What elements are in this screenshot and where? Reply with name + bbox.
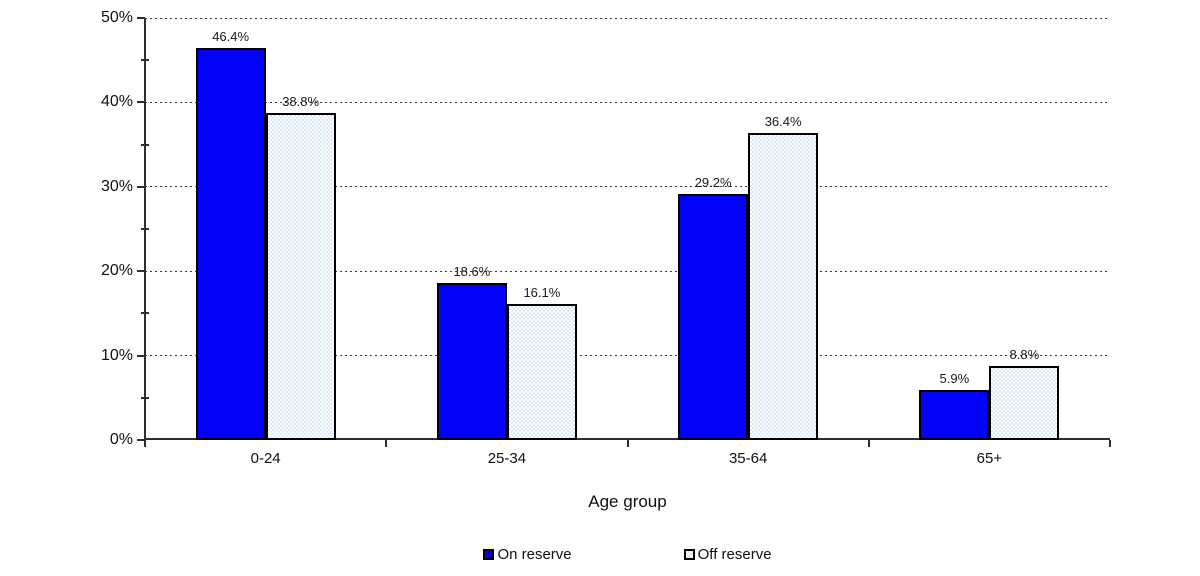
bar-on-reserve-65+ [919, 390, 990, 440]
legend-item-on-reserve: On reserve [483, 546, 572, 563]
x-axis-line [145, 438, 1110, 440]
gridline-20% [145, 270, 1110, 272]
legend: On reserve Off reserve [145, 546, 1110, 563]
y-tick-minor [141, 396, 149, 399]
gridline-40% [145, 101, 1110, 103]
x-tick-label-65+: 65+ [976, 450, 1003, 467]
legend-marker-icon [483, 549, 495, 560]
legend-label: On reserve [497, 546, 572, 563]
y-tick-minor [141, 312, 149, 315]
x-axis-title: Age group [588, 492, 667, 511]
x-tick-label-25-34: 25-34 [487, 450, 527, 467]
x-tick [867, 440, 870, 447]
x-tick [144, 440, 146, 447]
x-tick [1109, 440, 1111, 447]
legend-marker-icon [683, 549, 695, 560]
gridline-50% [145, 17, 1110, 19]
y-tick-major [137, 185, 145, 188]
y-tick-minor [141, 59, 149, 62]
bar-on-reserve-35-64 [678, 193, 749, 440]
x-tick-label-35-64: 35-64 [728, 450, 768, 467]
bar-off-reserve-25-34 [506, 304, 577, 440]
value-label: 46.4% [212, 29, 250, 45]
y-tick-major [137, 101, 145, 104]
value-label: 18.6% [453, 264, 491, 280]
y-tick-major [137, 270, 145, 273]
y-tick-minor [141, 228, 149, 230]
value-label: 5.9% [939, 371, 970, 387]
y-tick-minor [141, 143, 149, 146]
bar-on-reserve-0-24 [195, 48, 266, 440]
x-tick-label-0-24: 0-24 [250, 450, 281, 467]
y-tick-label: 10% [100, 346, 133, 364]
y-tick-major [137, 439, 145, 441]
y-tick-major [137, 354, 145, 357]
value-label: 29.2% [694, 174, 732, 190]
value-label: 16.1% [523, 285, 561, 301]
legend-item-off-reserve: Off reserve [683, 546, 772, 563]
y-tick-label: 30% [100, 177, 133, 195]
x-tick [385, 440, 388, 447]
y-tick-major [137, 17, 145, 19]
gridline-10% [145, 355, 1110, 357]
gridline-30% [145, 186, 1110, 188]
bar-off-reserve-35-64 [748, 132, 819, 440]
bar-off-reserve-0-24 [265, 112, 336, 440]
value-label: 8.8% [1009, 346, 1040, 362]
bar-on-reserve-25-34 [436, 283, 507, 440]
value-label: 38.8% [282, 93, 320, 109]
legend-label: Off reserve [697, 546, 772, 563]
y-tick-label: 50% [100, 9, 133, 26]
x-tick [626, 440, 629, 447]
y-tick-label: 0% [109, 431, 133, 448]
plot-area: 0% 10% 20% 30% 40% 50% 0-24 25-34 35-64 65+ 46.4% 1… [101, 9, 1111, 467]
value-label: 36.4% [764, 113, 802, 129]
y-tick-label: 20% [100, 262, 133, 280]
y-tick-label: 40% [100, 93, 133, 111]
bar-off-reserve-65+ [989, 365, 1060, 440]
